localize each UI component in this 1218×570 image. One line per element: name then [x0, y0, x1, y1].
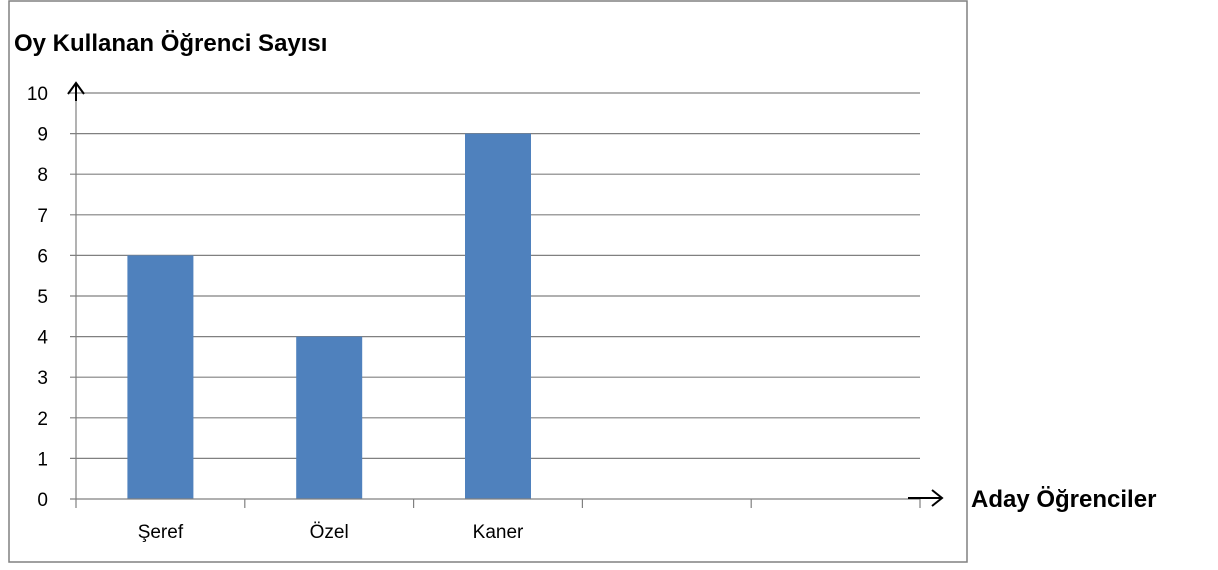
y-tick-label: 3 — [37, 368, 48, 389]
y-tick-label: 1 — [37, 449, 48, 470]
y-tick-label: 7 — [37, 206, 48, 227]
y-tick-label: 8 — [37, 165, 48, 186]
y-axis-arrow-icon — [67, 81, 85, 101]
y-tick-label: 9 — [37, 125, 48, 146]
x-category-label: Kaner — [473, 522, 524, 543]
bar — [127, 255, 194, 499]
y-tick-label: 0 — [37, 490, 48, 511]
labels: 0 1 2 3 4 5 6 7 8 9 10 Şeref Özel Kaner — [27, 84, 524, 543]
axes — [70, 93, 921, 508]
bar — [465, 133, 531, 499]
y-tick-label: 5 — [37, 287, 48, 308]
x-axis-title: Aday Öğrenciler — [971, 486, 1156, 513]
y-tick-label: 4 — [37, 328, 48, 349]
bar — [296, 336, 363, 499]
bars — [127, 133, 531, 499]
x-category-label: Şeref — [138, 522, 184, 543]
x-category-label: Özel — [310, 522, 349, 543]
y-axis-title: Oy Kullanan Öğrenci Sayısı — [14, 30, 327, 57]
y-tick-label: 6 — [37, 246, 48, 267]
y-tick-label: 10 — [27, 84, 48, 105]
y-tick-label: 2 — [37, 409, 48, 430]
x-axis-arrow-icon — [908, 489, 944, 507]
